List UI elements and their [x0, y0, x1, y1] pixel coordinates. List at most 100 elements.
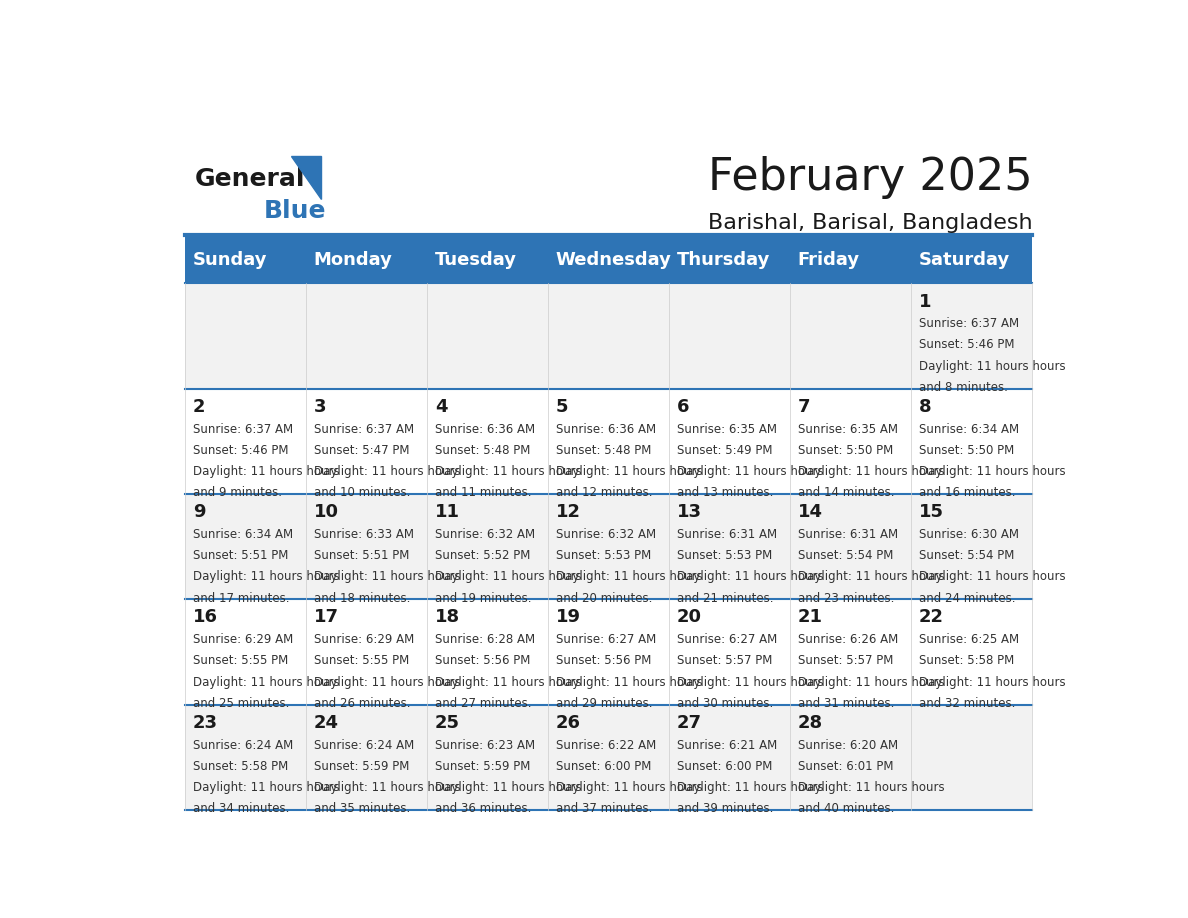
Text: Sunset: 6:00 PM: Sunset: 6:00 PM	[556, 760, 651, 773]
Text: 19: 19	[556, 609, 581, 626]
Text: Sunrise: 6:31 AM: Sunrise: 6:31 AM	[797, 528, 898, 541]
Text: Daylight: 11 hours hours: Daylight: 11 hours hours	[677, 570, 823, 583]
Text: Daylight: 11 hours hours: Daylight: 11 hours hours	[314, 570, 460, 583]
Text: 13: 13	[677, 503, 702, 521]
Text: Sunset: 5:48 PM: Sunset: 5:48 PM	[556, 443, 651, 457]
Text: Sunset: 5:55 PM: Sunset: 5:55 PM	[192, 655, 287, 667]
Text: and 8 minutes.: and 8 minutes.	[918, 381, 1007, 394]
Text: 7: 7	[797, 397, 810, 416]
Text: 1: 1	[918, 293, 931, 310]
Text: and 21 minutes.: and 21 minutes.	[677, 591, 773, 605]
Text: Sunrise: 6:23 AM: Sunrise: 6:23 AM	[435, 739, 535, 752]
Text: 9: 9	[192, 503, 206, 521]
FancyBboxPatch shape	[185, 284, 1032, 388]
Text: Monday: Monday	[314, 252, 392, 269]
Text: and 16 minutes.: and 16 minutes.	[918, 487, 1016, 499]
Text: Sunrise: 6:29 AM: Sunrise: 6:29 AM	[314, 633, 413, 646]
Text: Daylight: 11 hours hours: Daylight: 11 hours hours	[314, 465, 460, 478]
Text: and 12 minutes.: and 12 minutes.	[556, 487, 652, 499]
Text: and 37 minutes.: and 37 minutes.	[556, 802, 652, 815]
Text: 11: 11	[435, 503, 460, 521]
Text: 23: 23	[192, 714, 217, 732]
Text: and 23 minutes.: and 23 minutes.	[797, 591, 895, 605]
Text: Sunrise: 6:21 AM: Sunrise: 6:21 AM	[677, 739, 777, 752]
Text: Sunrise: 6:37 AM: Sunrise: 6:37 AM	[918, 318, 1019, 330]
Text: Sunset: 5:54 PM: Sunset: 5:54 PM	[797, 549, 893, 562]
Text: and 26 minutes.: and 26 minutes.	[314, 697, 410, 710]
Text: Daylight: 11 hours hours: Daylight: 11 hours hours	[918, 570, 1066, 583]
Text: Sunrise: 6:37 AM: Sunrise: 6:37 AM	[314, 422, 413, 436]
Text: Blue: Blue	[264, 198, 326, 222]
Text: Sunrise: 6:28 AM: Sunrise: 6:28 AM	[435, 633, 535, 646]
Text: Sunset: 5:49 PM: Sunset: 5:49 PM	[677, 443, 772, 457]
Text: and 10 minutes.: and 10 minutes.	[314, 487, 410, 499]
Text: 8: 8	[918, 397, 931, 416]
Text: Sunrise: 6:27 AM: Sunrise: 6:27 AM	[556, 633, 656, 646]
Text: 14: 14	[797, 503, 823, 521]
Polygon shape	[291, 156, 321, 198]
Text: Daylight: 11 hours hours: Daylight: 11 hours hours	[556, 465, 702, 478]
Text: Daylight: 11 hours hours: Daylight: 11 hours hours	[797, 781, 944, 794]
Text: Sunset: 5:55 PM: Sunset: 5:55 PM	[314, 655, 409, 667]
Text: Sunset: 5:50 PM: Sunset: 5:50 PM	[797, 443, 893, 457]
Text: Daylight: 11 hours hours: Daylight: 11 hours hours	[677, 465, 823, 478]
Text: Sunset: 5:59 PM: Sunset: 5:59 PM	[435, 760, 530, 773]
Text: and 24 minutes.: and 24 minutes.	[918, 591, 1016, 605]
Text: 5: 5	[556, 397, 568, 416]
Text: Sunrise: 6:34 AM: Sunrise: 6:34 AM	[192, 528, 292, 541]
Text: Sunrise: 6:36 AM: Sunrise: 6:36 AM	[556, 422, 656, 436]
Text: Sunset: 5:53 PM: Sunset: 5:53 PM	[677, 549, 772, 562]
Text: Daylight: 11 hours hours: Daylight: 11 hours hours	[314, 676, 460, 688]
Text: Sunrise: 6:26 AM: Sunrise: 6:26 AM	[797, 633, 898, 646]
Text: and 17 minutes.: and 17 minutes.	[192, 591, 289, 605]
Text: Daylight: 11 hours hours: Daylight: 11 hours hours	[918, 676, 1066, 688]
Text: Friday: Friday	[797, 252, 860, 269]
Text: Sunrise: 6:35 AM: Sunrise: 6:35 AM	[797, 422, 898, 436]
Text: Sunrise: 6:35 AM: Sunrise: 6:35 AM	[677, 422, 777, 436]
Text: Daylight: 11 hours hours: Daylight: 11 hours hours	[677, 676, 823, 688]
Text: Sunset: 5:52 PM: Sunset: 5:52 PM	[435, 549, 530, 562]
Text: Sunrise: 6:33 AM: Sunrise: 6:33 AM	[314, 528, 413, 541]
Text: Daylight: 11 hours hours: Daylight: 11 hours hours	[435, 781, 581, 794]
Text: Daylight: 11 hours hours: Daylight: 11 hours hours	[556, 676, 702, 688]
Text: Sunset: 5:58 PM: Sunset: 5:58 PM	[918, 655, 1015, 667]
Text: General: General	[195, 167, 305, 191]
Text: and 19 minutes.: and 19 minutes.	[435, 591, 531, 605]
Text: Sunset: 5:57 PM: Sunset: 5:57 PM	[677, 655, 772, 667]
Text: 28: 28	[797, 714, 823, 732]
Text: and 34 minutes.: and 34 minutes.	[192, 802, 289, 815]
Text: Daylight: 11 hours hours: Daylight: 11 hours hours	[556, 570, 702, 583]
Text: Daylight: 11 hours hours: Daylight: 11 hours hours	[192, 570, 340, 583]
Text: Sunrise: 6:34 AM: Sunrise: 6:34 AM	[918, 422, 1019, 436]
Text: Sunrise: 6:36 AM: Sunrise: 6:36 AM	[435, 422, 535, 436]
Text: Sunrise: 6:29 AM: Sunrise: 6:29 AM	[192, 633, 293, 646]
Text: Daylight: 11 hours hours: Daylight: 11 hours hours	[314, 781, 460, 794]
Text: Sunrise: 6:32 AM: Sunrise: 6:32 AM	[556, 528, 656, 541]
Text: and 27 minutes.: and 27 minutes.	[435, 697, 531, 710]
Text: 18: 18	[435, 609, 460, 626]
Text: Sunset: 5:51 PM: Sunset: 5:51 PM	[314, 549, 409, 562]
Text: 26: 26	[556, 714, 581, 732]
Text: and 9 minutes.: and 9 minutes.	[192, 487, 282, 499]
Text: and 18 minutes.: and 18 minutes.	[314, 591, 410, 605]
FancyBboxPatch shape	[185, 388, 1032, 494]
Text: Sunset: 5:47 PM: Sunset: 5:47 PM	[314, 443, 409, 457]
FancyBboxPatch shape	[185, 599, 1032, 705]
Text: and 20 minutes.: and 20 minutes.	[556, 591, 652, 605]
Text: Sunset: 5:46 PM: Sunset: 5:46 PM	[918, 339, 1015, 352]
Text: Daylight: 11 hours hours: Daylight: 11 hours hours	[192, 781, 340, 794]
Text: 21: 21	[797, 609, 823, 626]
Text: February 2025: February 2025	[708, 156, 1032, 199]
Text: Sunset: 5:48 PM: Sunset: 5:48 PM	[435, 443, 530, 457]
FancyBboxPatch shape	[185, 494, 1032, 599]
Text: Sunset: 5:50 PM: Sunset: 5:50 PM	[918, 443, 1015, 457]
Text: Sunset: 5:46 PM: Sunset: 5:46 PM	[192, 443, 289, 457]
Text: Saturday: Saturday	[918, 252, 1010, 269]
Text: Daylight: 11 hours hours: Daylight: 11 hours hours	[918, 360, 1066, 373]
Text: Sunset: 5:57 PM: Sunset: 5:57 PM	[797, 655, 893, 667]
Text: and 13 minutes.: and 13 minutes.	[677, 487, 773, 499]
Text: Daylight: 11 hours hours: Daylight: 11 hours hours	[797, 676, 944, 688]
Text: Sunset: 6:00 PM: Sunset: 6:00 PM	[677, 760, 772, 773]
Text: Daylight: 11 hours hours: Daylight: 11 hours hours	[677, 781, 823, 794]
Text: and 14 minutes.: and 14 minutes.	[797, 487, 895, 499]
